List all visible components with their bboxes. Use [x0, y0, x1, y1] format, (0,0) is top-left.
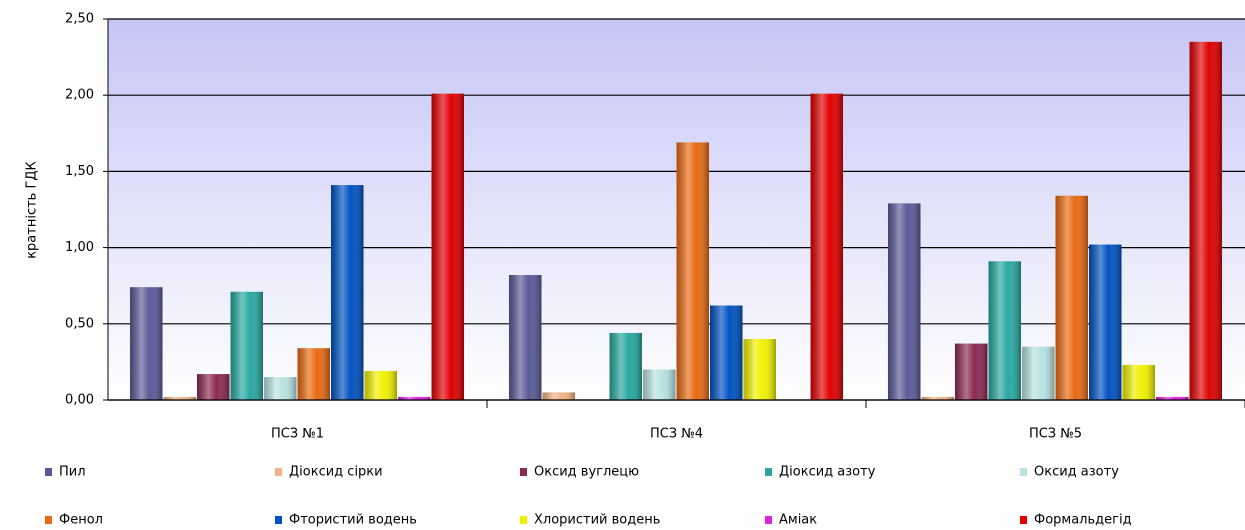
- bar: [743, 339, 777, 400]
- y-tick-label: 1,50: [65, 164, 94, 179]
- bar: [263, 377, 297, 400]
- y-tick-label: 2,50: [65, 12, 94, 27]
- y-tick-label: 2,00: [65, 88, 94, 103]
- legend-label: Фтористий водень: [289, 513, 417, 528]
- legend-label: Пил: [59, 465, 86, 480]
- legend-label: Хлористий водень: [534, 513, 660, 528]
- bar: [676, 142, 710, 400]
- x-tick-label: ПСЗ №4: [650, 427, 703, 442]
- legend-marker: [45, 516, 52, 524]
- bar: [196, 374, 230, 400]
- bar: [542, 392, 575, 400]
- x-tick-label: ПСЗ №5: [1029, 427, 1082, 442]
- bar: [129, 287, 163, 400]
- legend-marker: [765, 516, 772, 524]
- legend-marker: [520, 468, 527, 476]
- bar: [1021, 346, 1055, 400]
- bar: [331, 185, 364, 400]
- y-tick-label: 0,50: [65, 316, 94, 331]
- legend-marker: [520, 516, 527, 524]
- bar: [1122, 364, 1156, 400]
- legend-label: Оксид вуглецю: [534, 465, 639, 480]
- y-tick-label: 1,00: [65, 240, 94, 255]
- bar: [364, 371, 398, 400]
- x-tick-label: ПСЗ №1: [271, 427, 324, 442]
- legend-label: Діоксид азоту: [779, 465, 876, 480]
- bar: [810, 93, 844, 401]
- y-tick-label: 0,00: [65, 393, 94, 408]
- legend-label: Фенол: [59, 513, 103, 528]
- bar: [297, 348, 331, 400]
- bar: [1055, 195, 1089, 400]
- legend-marker: [45, 468, 52, 476]
- bar: [1189, 41, 1223, 401]
- legend-label: Аміак: [779, 513, 817, 528]
- bar: [230, 291, 263, 400]
- bar: [642, 369, 676, 400]
- bar: [988, 261, 1021, 400]
- legend-marker: [1020, 468, 1027, 476]
- bar: [508, 275, 542, 400]
- bar: [431, 93, 465, 401]
- legend-label: Діоксид сірки: [289, 465, 383, 480]
- bar: [609, 332, 642, 400]
- bar: [887, 203, 921, 400]
- legend-marker: [765, 468, 772, 476]
- legend-label: Оксид азоту: [1034, 465, 1119, 480]
- bar: [1089, 244, 1122, 400]
- legend-marker: [275, 516, 282, 524]
- bar: [954, 343, 988, 400]
- y-axis-label: кратність ГДК: [25, 161, 40, 259]
- legend-label: Формальдегід: [1034, 513, 1132, 528]
- legend-marker: [275, 468, 282, 476]
- bar: [710, 305, 743, 400]
- legend-marker: [1020, 516, 1027, 524]
